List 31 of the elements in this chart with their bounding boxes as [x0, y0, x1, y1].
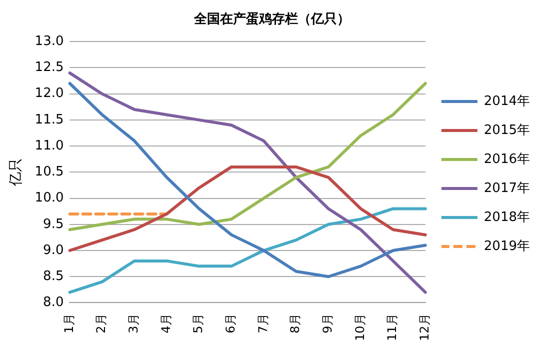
- chart-title: 全国在产蛋鸡存栏（亿只）: [193, 11, 350, 28]
- y-tick-label: 11.0: [34, 138, 64, 154]
- legend-label: 2019年: [484, 238, 530, 254]
- x-tick-label: 6月: [224, 314, 238, 334]
- y-tick-label: 9.5: [43, 216, 64, 232]
- x-tick-label: 9月: [320, 314, 335, 334]
- legend-label: 2016年: [484, 152, 530, 167]
- y-tick-label: 8.5: [43, 268, 64, 284]
- y-tick-label: 8.0: [43, 295, 64, 310]
- x-tick-label: 10月: [352, 314, 367, 342]
- x-tick-label: 7月: [256, 314, 270, 334]
- x-tick-label: 5月: [191, 314, 206, 334]
- y-tick-label: 10.0: [34, 190, 64, 206]
- legend-label: 2015年: [484, 122, 530, 138]
- y-axis-title: 亿只: [8, 158, 24, 188]
- legend-label: 2017年: [484, 180, 530, 196]
- x-tick-label: 8月: [288, 314, 302, 334]
- legend-label: 2014年: [484, 94, 530, 109]
- legend-label: 2018年: [484, 210, 530, 225]
- y-tick-label: 12.0: [34, 86, 64, 102]
- x-tick-label: 1月: [62, 314, 76, 334]
- y-tick-label: 10.5: [34, 164, 64, 180]
- x-tick-label: 3月: [126, 314, 141, 334]
- y-tick-label: 13.0: [34, 34, 64, 49]
- x-tick-label: 12月: [418, 314, 432, 342]
- x-tick-label: 4月: [158, 314, 173, 334]
- x-tick-label: 2月: [94, 314, 108, 334]
- x-tick-label: 11月: [385, 314, 400, 342]
- y-tick-label: 11.5: [34, 112, 64, 128]
- y-tick-label: 12.5: [34, 60, 64, 76]
- y-tick-label: 9.0: [43, 242, 64, 258]
